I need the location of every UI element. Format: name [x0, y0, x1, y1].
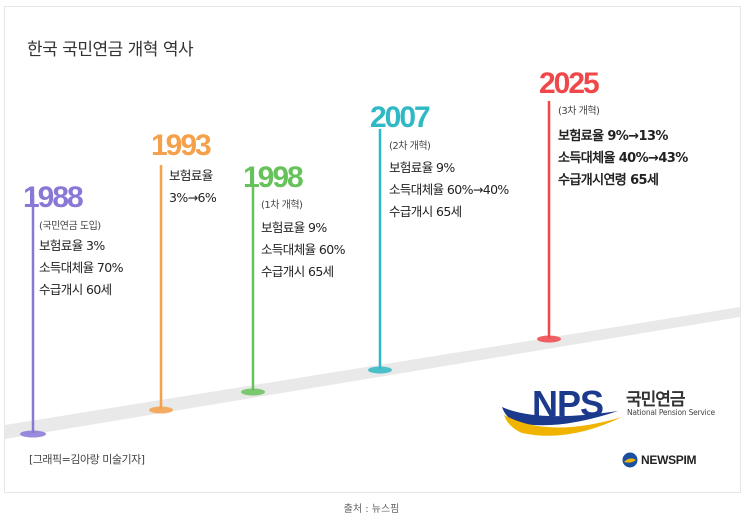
nps-swoosh-icon — [502, 407, 622, 436]
graphic-credit: [그래픽=김아랑 미술기자] — [29, 453, 145, 466]
year-1998: 1998 — [243, 161, 304, 194]
detail-line: 보험료율 9% — [389, 160, 455, 175]
detail-line: 소득대체율 40%→43% — [558, 151, 688, 166]
detail-line: 소득대체율 60% — [261, 242, 345, 257]
detail-line: 수급개시 65세 — [389, 204, 462, 219]
infographic-card: 한국 국민연금 개혁 역사 1988 (국민연금 도입) 보험료율 3% 소득대… — [4, 6, 741, 493]
source-caption: 출처 : 뉴스핌 — [343, 504, 400, 515]
pin-2025 — [537, 101, 561, 343]
pin-base-2007 — [368, 366, 392, 374]
detail-line: 소득대체율 60%→40% — [389, 182, 509, 197]
pin-1993 — [149, 165, 173, 414]
year-2025: 2025 — [539, 67, 600, 100]
details-2007: 보험료율 9% 소득대체율 60%→40% 수급개시 65세 — [389, 157, 509, 223]
page-title: 한국 국민연금 개혁 역사 — [27, 40, 194, 60]
detail-line: 보험료율 3% — [39, 238, 105, 253]
pin-base-1998 — [241, 388, 265, 396]
details-2025: 보험료율 9%→13% 소득대체율 40%→43% 수급개시연령 65세 — [558, 126, 688, 192]
detail-line: 3%→6% — [169, 190, 217, 205]
details-1998: 보험료율 9% 소득대체율 60% 수급개시 65세 — [261, 217, 345, 283]
detail-line: 보험료율 9% — [261, 220, 327, 235]
nps-logo-letters: NPS — [532, 383, 604, 424]
detail-line: 수급개시연령 65세 — [558, 173, 659, 188]
pin-1988 — [20, 195, 46, 438]
pin-base-1993 — [149, 406, 173, 414]
subtitle-1998: (1차 개혁) — [261, 200, 303, 211]
newspim-globe-icon — [622, 452, 638, 468]
nps-logo-name-en: National Pension Service — [627, 408, 715, 417]
details-1988: 보험료율 3% 소득대체율 70% 수급개시 60세 — [39, 235, 123, 301]
subtitle-2007: (2차 개혁) — [389, 141, 431, 152]
year-1988: 1988 — [23, 181, 84, 214]
year-1993: 1993 — [151, 129, 212, 162]
year-2007: 2007 — [370, 101, 431, 134]
newspim-wordmark: NEWSPIM — [641, 453, 697, 467]
timeline-graphic — [5, 101, 740, 439]
detail-line: 수급개시 60세 — [39, 282, 112, 297]
nps-logo-name-kr: 국민연금 — [626, 390, 686, 410]
subtitle-2025: (3차 개혁) — [558, 106, 600, 117]
nps-logo: NPS 국민연금 National Pension Service — [498, 379, 718, 441]
detail-line: 수급개시 65세 — [261, 264, 334, 279]
detail-line: 보험료율 9%→13% — [558, 129, 668, 144]
detail-line: 소득대체율 70% — [39, 260, 123, 275]
detail-line: 보험료율 — [169, 168, 213, 183]
pin-2007 — [368, 129, 392, 374]
pin-1998 — [241, 187, 265, 396]
pin-base-2025 — [537, 335, 561, 343]
subtitle-1988: (국민연금 도입) — [39, 221, 101, 232]
newspim-logo: NEWSPIM — [622, 452, 697, 468]
details-1993: 보험료율 3%→6% — [169, 165, 217, 209]
pin-base-1988 — [20, 430, 46, 438]
